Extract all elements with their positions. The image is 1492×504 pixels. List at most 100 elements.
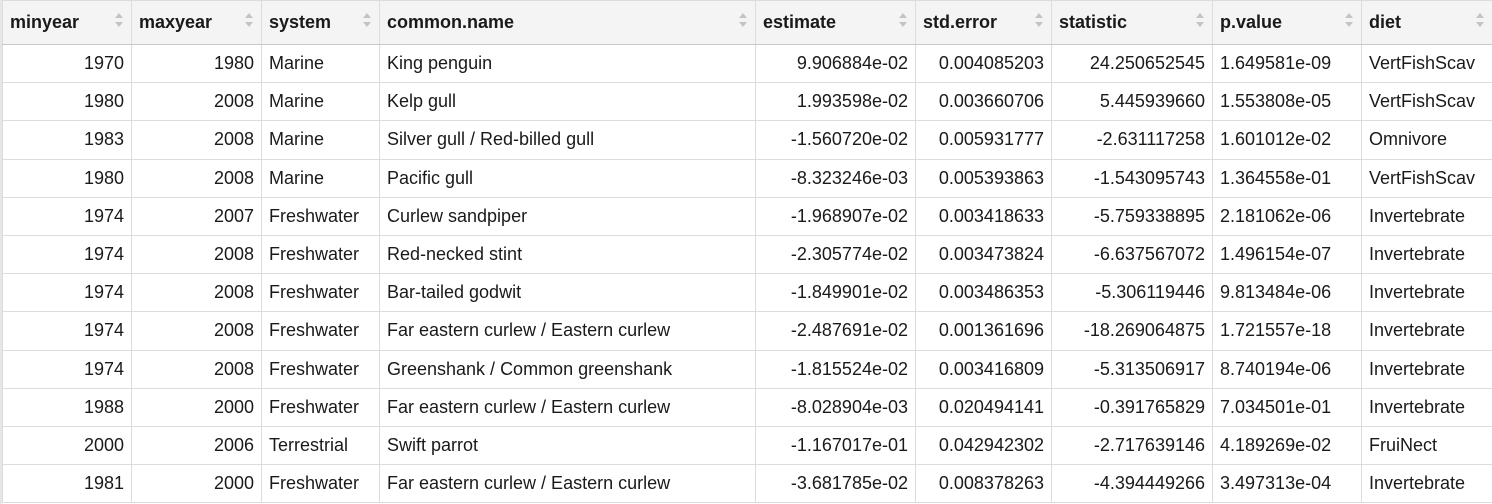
column-header-label: maxyear (139, 12, 213, 33)
cell-statistic: -18.269064875 (1051, 311, 1213, 351)
cell-minyear: 2000 (2, 425, 132, 466)
table-row: 1980 2008 Marine Pacific gull -8.323246e-03 0… (2, 158, 1492, 198)
cell-common-name: Far eastern curlew / Eastern curlew (379, 464, 756, 504)
table-row: 1974 2008 Freshwater Red-necked stint -2.305… (2, 234, 1492, 275)
cell-statistic: -2.717639146 (1051, 425, 1213, 466)
cell-std-error: 0.005931777 (915, 120, 1052, 160)
column-header-std-error[interactable]: std.error (915, 0, 1052, 45)
cell-p-value: 4.189269e-02 (1212, 425, 1362, 466)
sort-arrows-icon[interactable] (1345, 11, 1353, 29)
cell-common-name: Swift parrot (379, 425, 756, 466)
cell-statistic: 5.445939660 (1051, 82, 1213, 122)
cell-system: Freshwater (261, 464, 380, 504)
cell-maxyear: 2007 (131, 196, 262, 236)
cell-statistic: -1.543095743 (1051, 158, 1213, 198)
column-header-system[interactable]: system (261, 0, 380, 45)
column-header-label: system (269, 12, 332, 33)
cell-minyear: 1988 (2, 387, 132, 427)
cell-system: Marine (261, 158, 380, 198)
column-header-label: minyear (10, 12, 80, 33)
cell-minyear: 1983 (2, 120, 132, 160)
cell-diet: Invertebrate (1361, 234, 1492, 275)
cell-std-error: 0.020494141 (915, 387, 1052, 427)
cell-system: Freshwater (261, 311, 380, 351)
cell-estimate: -1.849901e-02 (755, 273, 916, 313)
cell-estimate: -8.028904e-03 (755, 387, 916, 427)
cell-estimate: -1.167017e-01 (755, 425, 916, 466)
cell-std-error: 0.003486353 (915, 273, 1052, 313)
cell-std-error: 0.003660706 (915, 82, 1052, 122)
cell-minyear: 1981 (2, 464, 132, 504)
cell-p-value: 1.496154e-07 (1212, 234, 1362, 275)
cell-system: Freshwater (261, 196, 380, 236)
cell-p-value: 3.497313e-04 (1212, 464, 1362, 504)
cell-maxyear: 2008 (131, 349, 262, 389)
cell-diet: Invertebrate (1361, 273, 1492, 313)
cell-minyear: 1974 (2, 234, 132, 275)
cell-minyear: 1970 (2, 43, 132, 84)
cell-minyear: 1974 (2, 196, 132, 236)
column-header-label: statistic (1059, 12, 1128, 33)
cell-common-name: Curlew sandpiper (379, 196, 756, 236)
cell-std-error: 0.003416809 (915, 349, 1052, 389)
table-body: 1970 1980 Marine King penguin 9.906884e-02 0.… (2, 43, 1492, 504)
cell-diet: VertFishScav (1361, 158, 1492, 198)
cell-statistic: -4.394449266 (1051, 464, 1213, 504)
cell-estimate: 9.906884e-02 (755, 43, 916, 84)
column-header-p-value[interactable]: p.value (1212, 0, 1362, 45)
cell-diet: VertFishScav (1361, 43, 1492, 84)
column-header-label: estimate (763, 12, 837, 33)
sort-arrows-icon[interactable] (739, 11, 747, 29)
cell-std-error: 0.004085203 (915, 43, 1052, 84)
column-header-minyear[interactable]: minyear (2, 0, 132, 45)
sort-arrows-icon[interactable] (363, 11, 371, 29)
cell-diet: Invertebrate (1361, 196, 1492, 236)
cell-system: Marine (261, 43, 380, 84)
cell-statistic: 24.250652545 (1051, 43, 1213, 84)
cell-p-value: 1.649581e-09 (1212, 43, 1362, 84)
cell-common-name: King penguin (379, 43, 756, 84)
column-header-label: p.value (1220, 12, 1283, 33)
cell-common-name: Silver gull / Red-billed gull (379, 120, 756, 160)
column-header-estimate[interactable]: estimate (755, 0, 916, 45)
cell-diet: Invertebrate (1361, 311, 1492, 351)
column-header-common-name[interactable]: common.name (379, 0, 756, 45)
sort-arrows-icon[interactable] (899, 11, 907, 29)
column-header-diet[interactable]: diet (1361, 0, 1492, 45)
sort-arrows-icon[interactable] (1196, 11, 1204, 29)
column-header-label: diet (1369, 12, 1402, 33)
column-header-maxyear[interactable]: maxyear (131, 0, 262, 45)
cell-diet: Invertebrate (1361, 349, 1492, 389)
cell-p-value: 1.721557e-18 (1212, 311, 1362, 351)
cell-estimate: -1.815524e-02 (755, 349, 916, 389)
table-row: 1983 2008 Marine Silver gull / Red-billed g… (2, 120, 1492, 160)
cell-maxyear: 2008 (131, 234, 262, 275)
cell-estimate: -1.968907e-02 (755, 196, 916, 236)
cell-maxyear: 2000 (131, 464, 262, 504)
cell-estimate: -1.560720e-02 (755, 120, 916, 160)
header-row: minyear maxyear system common.name estimate s… (2, 0, 1492, 45)
cell-p-value: 2.181062e-06 (1212, 196, 1362, 236)
sort-arrows-icon[interactable] (1035, 11, 1043, 29)
table-row: 1974 2007 Freshwater Curlew sandpiper -1.968… (2, 196, 1492, 236)
cell-minyear: 1974 (2, 349, 132, 389)
cell-minyear: 1980 (2, 82, 132, 122)
cell-maxyear: 2008 (131, 273, 262, 313)
cell-std-error: 0.005393863 (915, 158, 1052, 198)
sort-arrows-icon[interactable] (1476, 11, 1484, 29)
column-header-statistic[interactable]: statistic (1051, 0, 1213, 45)
cell-estimate: -8.323246e-03 (755, 158, 916, 198)
sort-arrows-icon[interactable] (115, 11, 123, 29)
cell-common-name: Kelp gull (379, 82, 756, 122)
cell-system: Freshwater (261, 349, 380, 389)
sort-arrows-icon[interactable] (245, 11, 253, 29)
cell-minyear: 1974 (2, 273, 132, 313)
table-row: 1970 1980 Marine King penguin 9.906884e-02 0.… (2, 43, 1492, 84)
cell-common-name: Greenshank / Common greenshank (379, 349, 756, 389)
cell-statistic: -2.631117258 (1051, 120, 1213, 160)
cell-diet: Omnivore (1361, 120, 1492, 160)
table-row: 1974 2008 Freshwater Greenshank / Common gr… (2, 349, 1492, 389)
cell-p-value: 9.813484e-06 (1212, 273, 1362, 313)
table-row: 1981 2000 Freshwater Far eastern curlew / E… (2, 464, 1492, 504)
